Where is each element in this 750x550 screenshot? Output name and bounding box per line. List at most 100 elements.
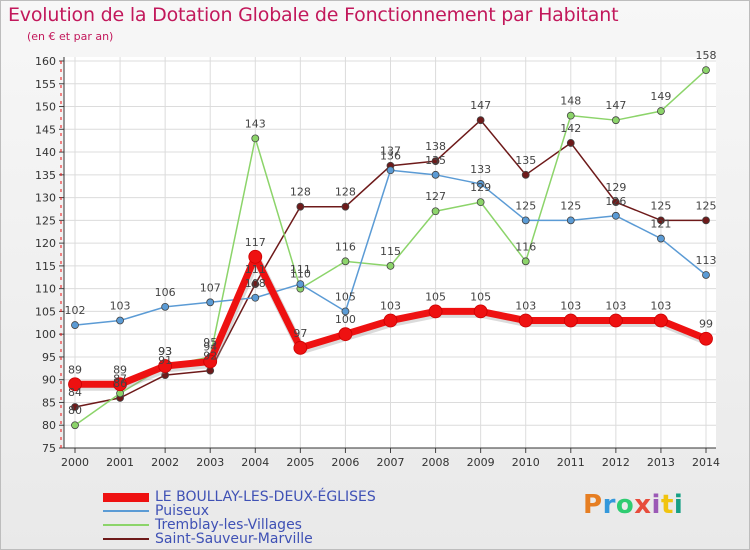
data-point <box>71 403 79 411</box>
data-label: 129 <box>605 181 626 194</box>
x-tick-label: 2011 <box>557 456 585 469</box>
data-point <box>206 298 215 307</box>
x-tick-label: 2007 <box>377 456 405 469</box>
data-label: 116 <box>335 240 356 253</box>
data-point <box>476 180 485 188</box>
data-label: 97 <box>293 327 307 340</box>
data-label: 100 <box>335 313 356 326</box>
data-point <box>386 261 395 270</box>
legend-label-saint-sauveur: Saint-Sauveur-Marville <box>155 531 313 547</box>
chart-title: Evolution de la Dotation Globale de Fonc… <box>8 4 619 26</box>
data-label: 117 <box>245 236 266 249</box>
data-point <box>699 331 713 346</box>
logo-letter: x <box>634 490 652 520</box>
x-tick-label: 2014 <box>692 456 720 469</box>
data-point <box>251 293 260 302</box>
data-point <box>563 313 578 328</box>
data-label: 136 <box>380 149 401 162</box>
data-point <box>566 139 575 147</box>
data-label: 108 <box>245 277 266 290</box>
logo-letter: r <box>602 490 616 520</box>
data-point <box>521 257 530 266</box>
data-point <box>251 134 260 143</box>
logo-letter: P <box>583 490 603 520</box>
data-point <box>654 313 668 328</box>
data-label: 102 <box>65 304 86 317</box>
data-point <box>296 202 305 211</box>
data-label: 158 <box>696 49 717 62</box>
data-label: 147 <box>605 99 626 112</box>
data-point <box>296 280 305 288</box>
data-label: 87 <box>113 372 127 385</box>
data-point <box>203 354 218 369</box>
logo-letter: i <box>651 490 661 520</box>
data-point <box>293 340 308 355</box>
data-point <box>251 280 260 288</box>
y-tick-label: 145 <box>35 123 56 136</box>
data-label: 111 <box>245 263 266 276</box>
data-label: 103 <box>650 300 671 313</box>
data-point <box>521 216 530 225</box>
proxiti-logo: Proxiti <box>583 490 683 520</box>
legend-item-puiseux: Puiseux <box>103 504 209 518</box>
y-tick-label: 85 <box>42 396 56 409</box>
y-tick-label: 100 <box>35 328 56 341</box>
data-label: 106 <box>155 286 176 299</box>
data-label: 107 <box>200 281 221 294</box>
legend-swatch-saint-sauveur <box>103 538 149 540</box>
data-point <box>566 216 575 225</box>
y-tick-label: 80 <box>42 419 56 432</box>
data-point <box>338 327 353 342</box>
data-label: 142 <box>560 122 581 135</box>
data-label: 103 <box>380 300 401 313</box>
legend-item-boullay: LE BOULLAY-LES-DEUX-ÉGLISES <box>103 490 376 504</box>
data-point <box>657 234 665 243</box>
data-label: 149 <box>650 90 671 103</box>
legend-swatch-tremblay <box>103 524 149 526</box>
y-tick-label: 155 <box>35 78 56 91</box>
data-point <box>158 359 173 373</box>
data-point <box>386 166 395 175</box>
data-point <box>116 316 124 325</box>
x-tick-label: 2010 <box>512 456 540 469</box>
data-label: 125 <box>515 199 536 212</box>
data-label: 143 <box>245 117 266 130</box>
data-point <box>657 216 665 225</box>
legend-label-puiseux: Puiseux <box>155 503 210 519</box>
data-label: 103 <box>560 300 581 313</box>
data-point <box>566 111 575 120</box>
y-tick-label: 90 <box>42 374 56 387</box>
data-point <box>431 157 440 166</box>
logo-letter: i <box>673 490 684 520</box>
data-point <box>611 211 620 220</box>
data-label: 110 <box>290 268 311 281</box>
data-label: 95 <box>203 336 217 349</box>
data-point <box>611 116 620 125</box>
data-label: 127 <box>425 190 446 203</box>
chart-subtitle: (en € et par an) <box>27 30 114 43</box>
x-tick-label: 2008 <box>422 456 450 469</box>
data-point <box>428 304 443 319</box>
legend-item-saint-sauveur: Saint-Sauveur-Marville <box>103 532 313 546</box>
data-point <box>521 170 530 179</box>
data-point <box>113 377 127 392</box>
data-point <box>476 116 485 125</box>
logo-letter: o <box>615 490 635 520</box>
data-label: 128 <box>290 186 311 199</box>
y-tick-label: 115 <box>35 260 56 273</box>
x-tick-label: 2013 <box>647 456 675 469</box>
data-label: 103 <box>110 300 131 313</box>
data-point <box>473 304 488 319</box>
data-label: 93 <box>158 345 172 358</box>
data-label: 89 <box>113 363 127 376</box>
data-point <box>702 271 710 279</box>
y-tick-label: 110 <box>35 283 56 296</box>
y-tick-label: 140 <box>35 146 56 159</box>
legend-label-tremblay: Tremblay-les-Villages <box>155 517 302 533</box>
data-label: 89 <box>68 363 82 376</box>
data-point <box>431 170 440 179</box>
y-tick-label: 160 <box>35 55 56 68</box>
data-point <box>431 207 440 216</box>
data-label: 129 <box>470 181 491 194</box>
data-label: 115 <box>380 245 401 258</box>
